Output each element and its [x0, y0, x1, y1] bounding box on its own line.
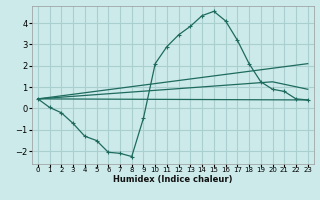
X-axis label: Humidex (Indice chaleur): Humidex (Indice chaleur) [113, 175, 233, 184]
